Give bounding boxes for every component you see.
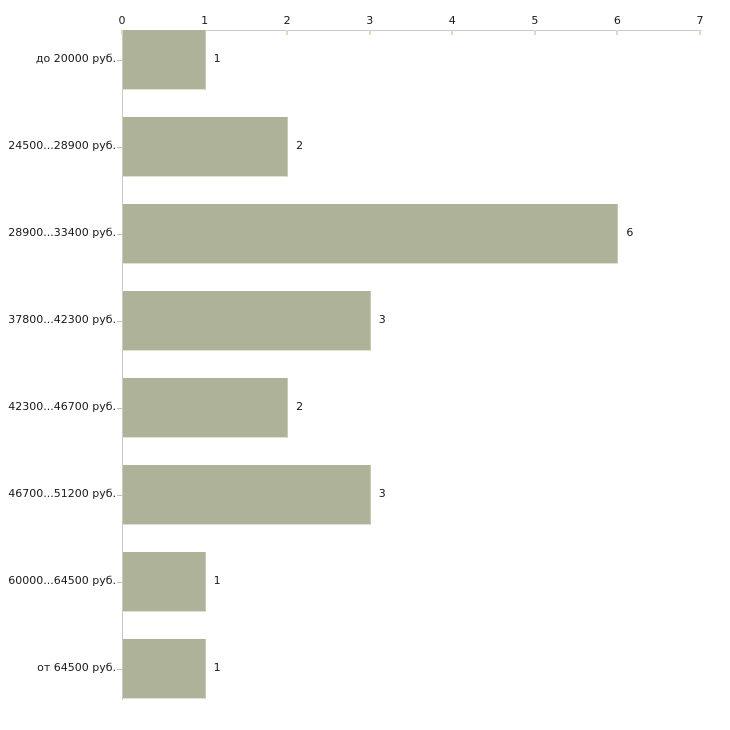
bar (123, 30, 206, 90)
bar (123, 378, 289, 438)
x-tick-mark (121, 30, 123, 35)
category-label: до 20000 руб. (35, 52, 116, 65)
x-tick-mark (286, 30, 289, 35)
x-tick-mark (533, 30, 536, 35)
bar (123, 639, 206, 699)
x-tick-label: 5 (531, 14, 539, 27)
x-tick-label: 4 (448, 14, 456, 27)
bar (123, 204, 619, 264)
x-tick-mark (616, 30, 619, 35)
category-label: 28900...33400 руб. (8, 226, 116, 239)
x-tick-label: 0 (118, 14, 126, 27)
y-tick-mark (117, 147, 122, 148)
y-tick-mark (117, 321, 122, 322)
category-label: 60000...64500 руб. (8, 574, 116, 587)
value-label: 1 (213, 574, 221, 587)
bar (123, 465, 371, 525)
y-tick-mark (117, 60, 122, 61)
category-label: от 64500 руб. (37, 661, 116, 674)
bar (123, 552, 206, 612)
value-label: 1 (213, 661, 221, 674)
y-tick-mark (117, 408, 122, 409)
x-tick-label: 2 (283, 14, 291, 27)
value-label: 3 (378, 313, 386, 326)
y-tick-mark (117, 495, 122, 496)
y-tick-mark (117, 582, 122, 583)
x-tick-label: 7 (696, 14, 704, 27)
category-label: 24500...28900 руб. (8, 139, 116, 152)
category-label: 42300...46700 руб. (8, 400, 116, 413)
y-axis-line (122, 30, 123, 700)
x-tick-label: 3 (366, 14, 374, 27)
value-label: 2 (296, 400, 304, 413)
y-tick-mark (117, 234, 122, 235)
x-tick-label: 1 (201, 14, 209, 27)
y-tick-mark (117, 669, 122, 670)
category-label: 46700...51200 руб. (8, 487, 116, 500)
x-tick-mark (451, 30, 454, 35)
bar (123, 291, 371, 351)
value-label: 2 (296, 139, 304, 152)
value-label: 3 (378, 487, 386, 500)
value-label: 1 (213, 52, 221, 65)
bar (123, 117, 289, 177)
x-tick-mark (368, 30, 371, 35)
category-label: 37800...42300 руб. (8, 313, 116, 326)
x-tick-label: 6 (613, 14, 621, 27)
x-axis-line (122, 30, 702, 31)
value-label: 6 (626, 226, 634, 239)
x-tick-mark (699, 30, 701, 35)
